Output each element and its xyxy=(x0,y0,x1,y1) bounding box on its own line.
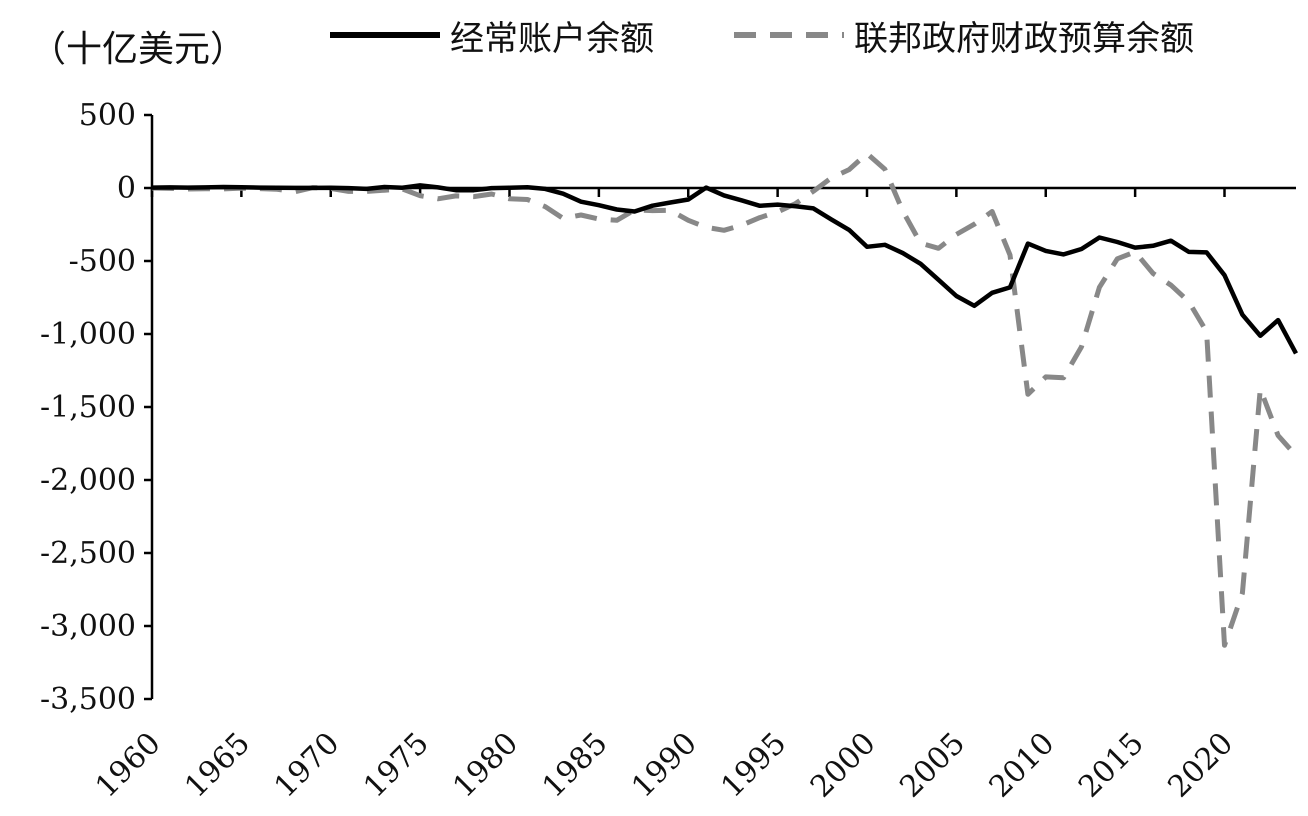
y-tick-label: -2,500 xyxy=(40,536,136,571)
legend-label-federal-budget: 联邦政府财政预算余额 xyxy=(854,18,1194,59)
x-tick-label: 1995 xyxy=(715,726,794,805)
x-tick-label: 1960 xyxy=(89,726,168,805)
x-tick-label: 2005 xyxy=(893,726,972,805)
x-tick-label: 2015 xyxy=(1072,726,1151,805)
y-tick-label: -500 xyxy=(69,244,136,279)
legend-swatch-solid xyxy=(330,32,440,38)
y-tick-label: -1,500 xyxy=(40,390,136,425)
x-tick-label: 2010 xyxy=(983,726,1062,805)
y-axis-unit-label: （十亿美元） xyxy=(30,29,247,70)
y-tick-label: 0 xyxy=(117,171,136,206)
y-tick-label: -2,000 xyxy=(40,463,136,498)
legend-label-current-account: 经常账户余额 xyxy=(450,18,654,59)
x-tick-label: 1980 xyxy=(446,726,525,805)
legend-item-federal-budget: 联邦政府财政预算余额 xyxy=(734,11,1194,60)
x-tick-label: 1975 xyxy=(357,726,436,805)
series-line-federal-budget xyxy=(151,151,1298,648)
x-tick-label: 1990 xyxy=(625,726,704,805)
x-tick-label: 1965 xyxy=(178,726,257,805)
x-tick-label: 2020 xyxy=(1161,726,1240,805)
x-tick-label: 1985 xyxy=(536,726,615,805)
x-tick-label: 1970 xyxy=(268,726,347,805)
legend-item-current-account: 经常账户余额 xyxy=(330,11,654,60)
legend-swatch-dashed xyxy=(734,32,844,38)
series-line-current-account xyxy=(151,183,1298,355)
y-tick-label: -3,500 xyxy=(40,682,136,717)
y-tick-label: -1,000 xyxy=(40,317,136,352)
y-tick-label: -3,000 xyxy=(40,609,136,644)
x-tick-label: 2000 xyxy=(804,726,883,805)
y-tick-label: 500 xyxy=(79,98,136,133)
legend: 经常账户余额 联邦政府财政预算余额 xyxy=(330,10,1274,60)
